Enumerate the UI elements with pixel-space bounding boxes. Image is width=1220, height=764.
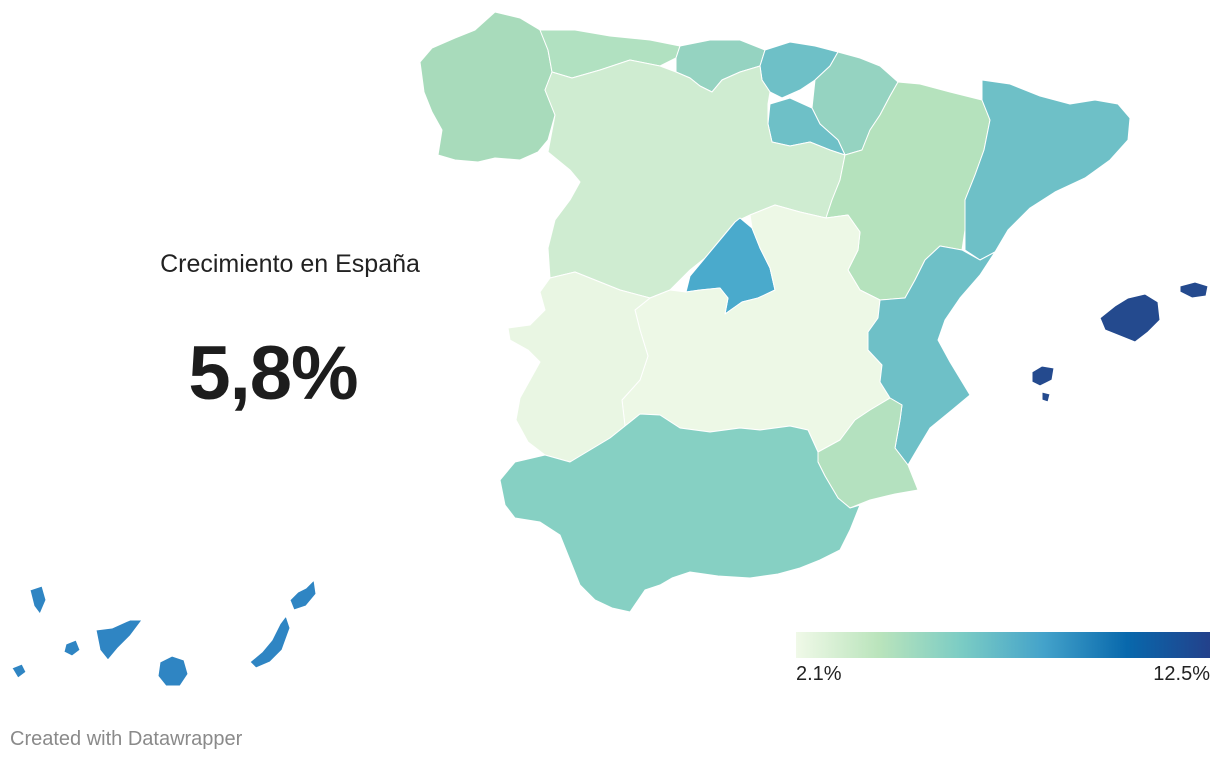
legend-min-label: 2.1% bbox=[796, 663, 842, 685]
region-galicia[interactable] bbox=[419, 11, 556, 163]
region-murcia[interactable] bbox=[817, 397, 919, 509]
headline-value: 5,8% bbox=[188, 331, 358, 416]
headline-label: Crecimiento en España bbox=[160, 250, 420, 278]
legend-color-scale bbox=[796, 632, 1210, 658]
region-cataluna[interactable] bbox=[964, 79, 1131, 261]
region-andalucia[interactable] bbox=[499, 413, 861, 613]
region-canarias[interactable] bbox=[11, 579, 317, 687]
credit-text: Created with Datawrapper bbox=[10, 728, 243, 750]
region-baleares[interactable] bbox=[1031, 281, 1209, 403]
legend-max-label: 12.5% bbox=[1153, 663, 1210, 685]
